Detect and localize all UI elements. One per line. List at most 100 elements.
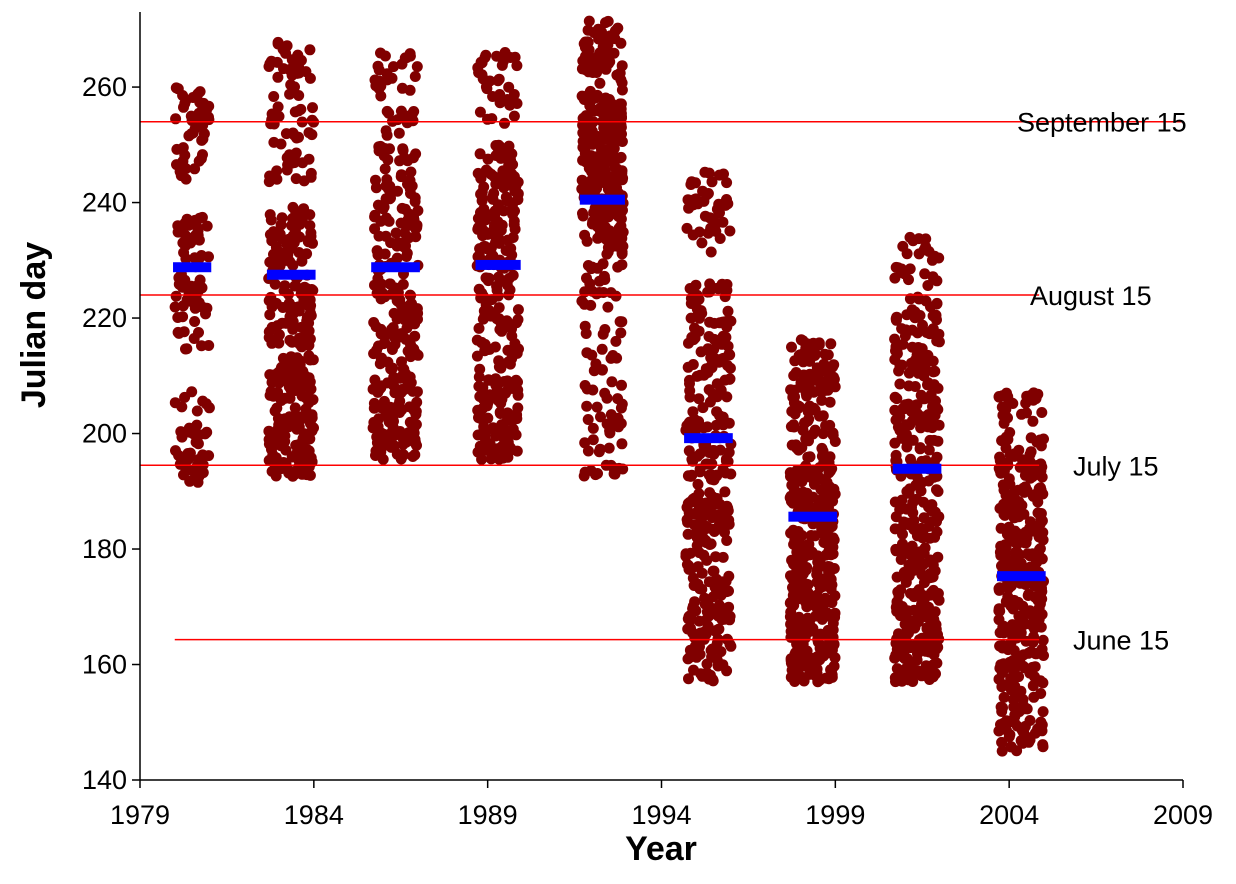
- data-point: [615, 108, 627, 119]
- data-point: [721, 321, 733, 333]
- data-point: [721, 279, 733, 290]
- data-point: [723, 570, 735, 582]
- data-point: [1028, 691, 1040, 703]
- data-point: [303, 428, 315, 440]
- data-point: [599, 324, 611, 335]
- data-point: [718, 612, 730, 624]
- data-point: [803, 370, 815, 382]
- data-point: [502, 375, 513, 387]
- data-point: [1033, 531, 1045, 543]
- data-point: [487, 450, 499, 462]
- data-point: [289, 225, 301, 237]
- data-point: [177, 311, 189, 323]
- data-point: [288, 468, 300, 480]
- data-point: [474, 106, 486, 118]
- data-point: [496, 393, 508, 405]
- data-point: [286, 451, 298, 463]
- data-point: [577, 135, 589, 147]
- data-point: [392, 399, 404, 411]
- data-point: [1036, 515, 1048, 527]
- data-point: [797, 424, 809, 436]
- mean-bar: [684, 433, 733, 444]
- data-point: [701, 458, 713, 470]
- data-point: [584, 153, 596, 165]
- data-point: [903, 559, 915, 571]
- data-point: [203, 402, 215, 414]
- data-point: [580, 328, 592, 339]
- data-point: [290, 173, 302, 185]
- data-point: [719, 417, 731, 429]
- data-point: [930, 623, 942, 635]
- data-point: [370, 80, 382, 92]
- data-point: [183, 464, 195, 476]
- data-point: [820, 420, 832, 432]
- data-point: [604, 427, 616, 439]
- reference-line-label: September 15: [1017, 108, 1187, 138]
- data-point: [411, 439, 422, 451]
- data-point: [803, 651, 814, 663]
- data-point: [615, 418, 627, 429]
- data-point: [816, 493, 828, 505]
- data-point: [789, 408, 801, 420]
- data-point: [826, 664, 838, 676]
- data-point: [896, 432, 908, 444]
- data-point: [475, 172, 487, 184]
- x-tick-label: 2004: [979, 800, 1039, 830]
- data-point: [1000, 431, 1012, 443]
- data-point: [924, 328, 936, 340]
- data-point: [602, 301, 614, 313]
- data-point: [685, 312, 697, 324]
- data-point: [276, 212, 288, 224]
- data-point: [692, 478, 704, 490]
- data-point: [828, 483, 840, 495]
- data-point: [683, 673, 694, 685]
- data-point: [508, 89, 520, 100]
- data-point: [272, 256, 284, 268]
- data-point: [292, 49, 304, 61]
- data-point: [926, 614, 938, 626]
- data-point: [822, 384, 834, 396]
- data-point: [278, 63, 289, 75]
- data-point: [301, 312, 313, 324]
- data-point: [169, 397, 181, 409]
- data-point: [397, 145, 409, 156]
- data-point: [924, 532, 936, 544]
- data-point: [494, 97, 506, 109]
- data-point: [399, 227, 411, 239]
- data-point: [582, 36, 594, 48]
- data-point: [588, 207, 600, 219]
- data-point: [707, 675, 719, 687]
- data-point: [826, 520, 838, 532]
- x-tick-label: 1994: [631, 800, 691, 830]
- data-point: [1009, 709, 1021, 721]
- data-point: [929, 565, 941, 577]
- data-point: [194, 97, 206, 108]
- data-point: [1035, 484, 1047, 496]
- data-point: [808, 404, 820, 416]
- data-point: [693, 325, 705, 337]
- data-point: [923, 444, 935, 456]
- data-point: [503, 172, 514, 183]
- x-tick-label: 2009: [1153, 800, 1213, 830]
- data-point: [596, 343, 608, 355]
- data-point: [683, 417, 695, 429]
- data-point: [397, 370, 408, 382]
- data-point: [684, 650, 696, 662]
- data-point: [696, 237, 708, 249]
- data-point: [907, 497, 919, 509]
- y-tick-label: 200: [82, 419, 127, 449]
- data-point: [404, 183, 416, 195]
- data-point: [591, 401, 603, 413]
- data-point: [384, 180, 396, 192]
- data-point: [617, 226, 629, 238]
- data-point: [996, 745, 1008, 757]
- data-point: [383, 107, 395, 119]
- mean-bar: [892, 463, 942, 474]
- data-point: [792, 526, 804, 537]
- data-point: [929, 409, 941, 421]
- data-point: [803, 435, 814, 447]
- data-point: [685, 496, 697, 508]
- data-point: [996, 560, 1007, 572]
- data-point: [387, 362, 399, 374]
- data-point: [1036, 725, 1048, 737]
